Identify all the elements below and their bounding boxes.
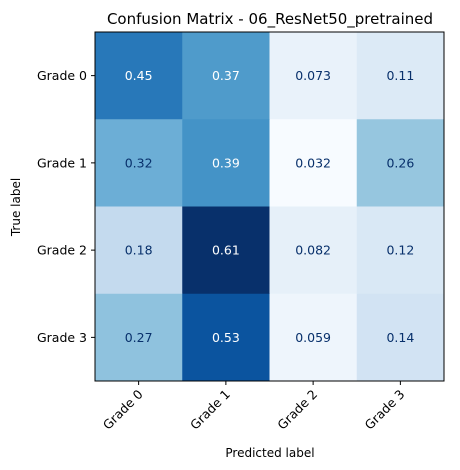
y-tick-label: Grade 2 <box>37 243 87 258</box>
heatmap-cell <box>356 119 445 207</box>
y-axis-label: True label <box>9 178 23 237</box>
cell-value-label: 0.082 <box>295 243 331 258</box>
heatmap-cell <box>356 206 445 295</box>
cell-value-label: 0.26 <box>386 155 414 170</box>
heatmap-cell <box>269 206 358 295</box>
x-tick-label: Grade 1 <box>187 387 233 433</box>
plot-frame <box>94 31 445 382</box>
cell-value-label: 0.32 <box>125 155 153 170</box>
heatmap-cell <box>182 119 270 207</box>
heatmap-cell <box>95 119 183 207</box>
cell-value-label: 0.18 <box>125 243 153 258</box>
chart-title: Confusion Matrix - 06_ResNet50_pretraine… <box>107 10 433 29</box>
heatmap-cell <box>182 293 270 382</box>
cell-value-label: 0.61 <box>212 243 240 258</box>
cell-value-label: 0.39 <box>212 155 240 170</box>
y-tick-label: Grade 0 <box>37 68 87 83</box>
x-axis-label: Predicted label <box>225 446 314 460</box>
heatmap-cell <box>356 293 445 382</box>
heatmap-cell <box>95 206 183 295</box>
heatmap-cell <box>356 32 445 120</box>
y-tick-label: Grade 1 <box>37 155 87 170</box>
y-tick-label: Grade 3 <box>37 330 87 345</box>
cell-value-label: 0.14 <box>386 330 414 345</box>
heatmap-cell <box>269 119 358 207</box>
x-tick-label: Grade 0 <box>100 386 146 432</box>
cell-value-label: 0.032 <box>295 155 331 170</box>
heatmap-cell <box>182 32 270 120</box>
cell-value-label: 0.059 <box>295 330 331 345</box>
heatmap-cell <box>269 32 358 120</box>
cell-value-label: 0.11 <box>386 68 414 83</box>
cell-value-label: 0.27 <box>125 330 153 345</box>
heatmap-cell <box>95 293 183 382</box>
cell-value-label: 0.53 <box>212 330 240 345</box>
heatmap-cell <box>182 206 270 295</box>
cell-value-label: 0.073 <box>295 68 331 83</box>
heatmap-cell <box>269 293 358 382</box>
cell-value-label: 0.45 <box>125 68 153 83</box>
x-tick-label: Grade 3 <box>362 387 408 433</box>
x-tick-label: Grade 2 <box>274 387 320 433</box>
cell-value-label: 0.37 <box>212 68 240 83</box>
heatmap-cell <box>95 32 183 120</box>
cell-value-label: 0.12 <box>386 243 414 258</box>
heatmap-cells: 0.45 0.37 0.073 0.11 0.32 0.39 0.032 0.26 0.18 0.… <box>95 32 445 382</box>
